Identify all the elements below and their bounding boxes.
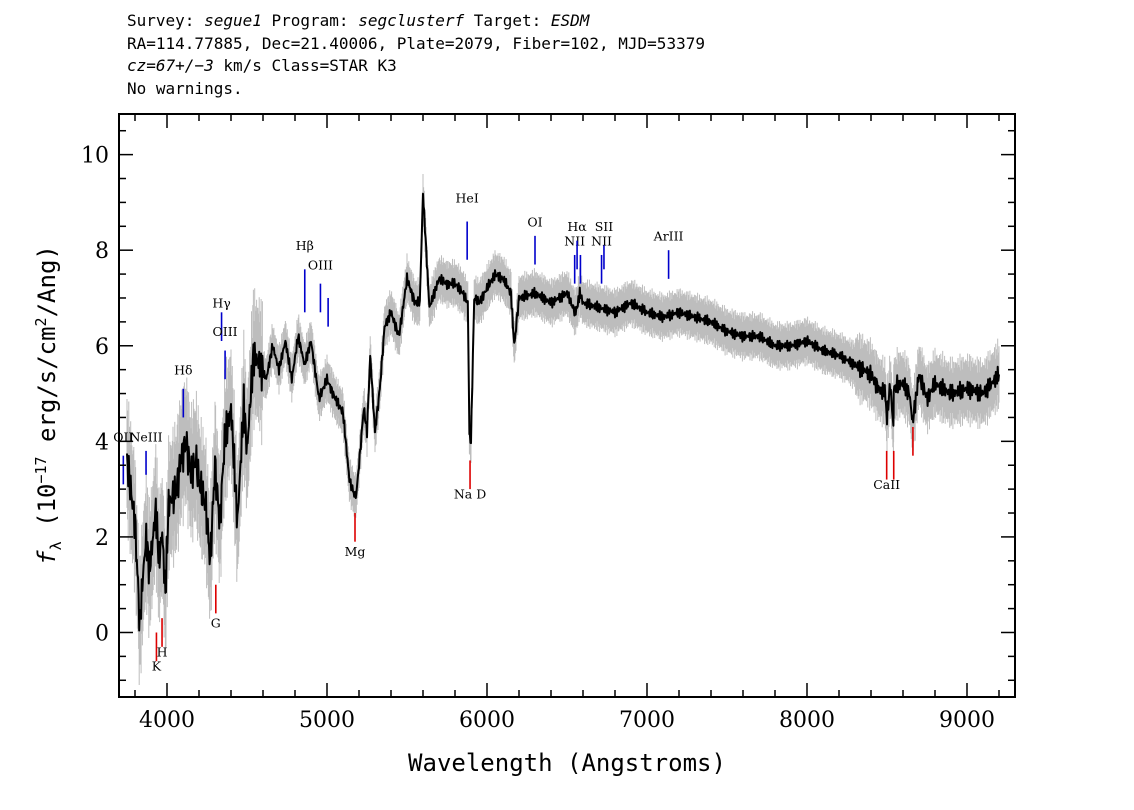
emission-line-label: Hδ — [174, 362, 192, 377]
emission-line-label: Hβ — [296, 238, 314, 253]
y-axis-title-part: erg/s/cm — [33, 326, 61, 456]
survey-value: segue1 — [204, 11, 262, 30]
y-axis-title-part: /Ang) — [33, 245, 61, 317]
spectrum-header: Survey: segue1 Program: segclusterf Targ… — [127, 10, 705, 100]
emission-line-label: HeI — [456, 190, 479, 205]
emission-line-label: NeIII — [129, 429, 162, 444]
y-tick-label: 8 — [95, 239, 109, 264]
y-axis-title-part: λ — [47, 541, 65, 550]
absorption-line-label: Na D — [454, 487, 486, 502]
y-tick-label: 0 — [95, 621, 109, 646]
target-value: ESDM — [550, 11, 590, 30]
target-label: Target: — [464, 11, 551, 30]
x-tick-label: 6000 — [459, 708, 515, 733]
program-value: segclusterf — [358, 11, 465, 30]
absorption-line-label: G — [211, 616, 221, 631]
y-axis-title-part: −17 — [32, 456, 50, 483]
emission-line-label: OIII — [213, 324, 238, 339]
x-tick-label: 5000 — [299, 708, 355, 733]
absorption-line-label: K — [152, 659, 162, 674]
absorption-line-label: Mg — [345, 544, 366, 559]
absorption-line-label: CaII — [873, 477, 900, 492]
redshift-value: cz=67+/−3 — [127, 56, 214, 75]
plot-frame — [118, 113, 1016, 698]
flux-series — [126, 192, 1000, 632]
header-line-warnings: No warnings. — [127, 78, 243, 98]
x-axis-title: Wavelength (Angstroms) — [408, 749, 726, 777]
emission-line-label: Hγ — [212, 296, 230, 311]
emission-line-label: Hα — [567, 219, 587, 234]
y-axis-title-part: (10 — [33, 484, 61, 542]
error-band — [126, 174, 1000, 685]
emission-line-label: ArIII — [653, 229, 684, 244]
emission-line-label: OIII — [308, 257, 333, 272]
emission-line-label: NII — [564, 233, 585, 248]
emission-line-label: SII — [595, 219, 614, 234]
y-axis-title: fλ (10−17 erg/s/cm2/Ang) — [32, 245, 65, 565]
program-label: Program: — [261, 11, 359, 30]
y-axis-title-part: 2 — [32, 317, 50, 326]
survey-label: Survey: — [127, 11, 205, 30]
emission-line-label: OI — [527, 214, 542, 229]
header-line-survey: Survey: segue1 Program: segclusterf Targ… — [127, 10, 705, 33]
absorption-line-label: H — [157, 644, 168, 659]
x-tick-label: 8000 — [779, 708, 835, 733]
emission-line-label: NII — [591, 233, 612, 248]
y-tick-label: 6 — [95, 335, 109, 360]
spectral-line-markers: OIINeIIIHδHγOIIIHβOIIIHeIOINIIHαNIISIIAr… — [113, 190, 914, 674]
y-tick-label: 4 — [95, 430, 109, 455]
y-axis-title-part: f — [33, 550, 61, 565]
axis-ticks: 4000 5000 6000 7000 8000 9000 0 2 4 6 8 10 — [81, 114, 1015, 733]
header-line-coordinates: RA=114.77885, Dec=21.40006, Plate=2079, … — [127, 33, 705, 53]
header-line-redshift: cz=67+/−3 km/s Class=STAR K3 — [127, 55, 705, 78]
x-tick-label: 9000 — [939, 708, 995, 733]
class-text: km/s Class=STAR K3 — [213, 56, 397, 75]
x-tick-label: 4000 — [139, 708, 195, 733]
flux-line — [126, 192, 1000, 632]
error-band-path — [126, 174, 1000, 685]
y-tick-label: 10 — [81, 144, 109, 169]
y-tick-label: 2 — [95, 526, 109, 551]
x-tick-label: 7000 — [619, 708, 675, 733]
